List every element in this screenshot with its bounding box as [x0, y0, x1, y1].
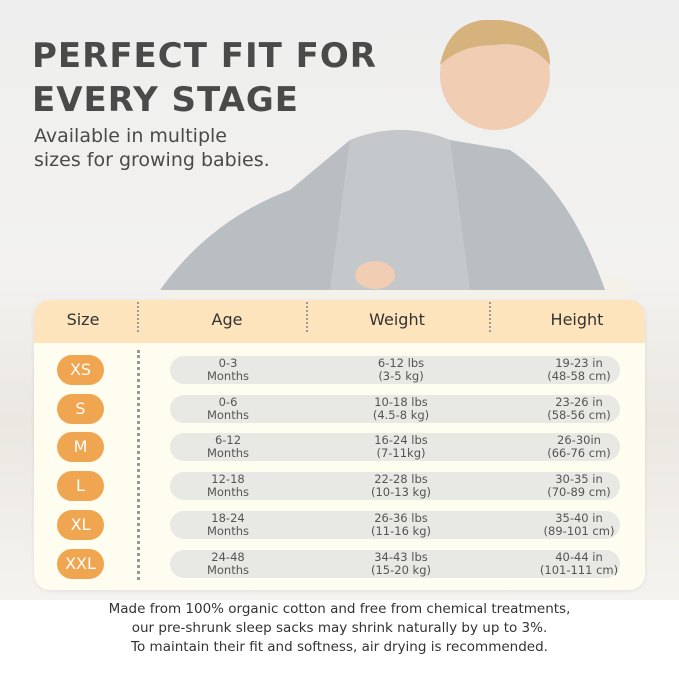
height-cell: 40-44 in (101-111 cm)	[539, 549, 619, 577]
height-cell: 30-35 in (70-89 cm)	[547, 473, 611, 499]
age-range: 0-3	[218, 356, 238, 370]
height-in: 40-44 in	[555, 549, 603, 564]
size-badge: XL	[57, 509, 104, 540]
height-in: 19-23 in	[555, 356, 603, 370]
size-badge: L	[57, 471, 104, 502]
row-pill	[170, 394, 620, 423]
divider	[306, 302, 308, 332]
age-unit: Months	[206, 369, 250, 383]
size-badge: XXL	[57, 548, 104, 579]
table-row: M 6-12 Months 16-24 lbs (7-11kg) 26-30in (6…	[34, 432, 645, 463]
weight-kg: (10-13 kg)	[370, 485, 432, 500]
headline: PERFECT FIT FOR EVERY STAGE	[32, 34, 377, 122]
age-unit: Months	[206, 485, 250, 500]
weight-cell: 34-43 lbs (15-20 kg)	[370, 549, 432, 577]
headline-line-2: EVERY STAGE	[32, 80, 300, 120]
age-cell: 12-18 Months	[207, 473, 249, 499]
table-row: S 0-6 Months 10-18 lbs (4.5-8 kg) 23-26 in…	[34, 393, 645, 424]
row-pill	[170, 433, 620, 462]
header-weight: Weight	[369, 310, 425, 329]
table-row: L 12-18 Months 22-28 lbs (10-13 kg) 30-35 …	[34, 471, 645, 502]
row-pill	[170, 510, 620, 539]
height-in: 26-30in	[557, 433, 601, 448]
age-unit: Months	[206, 407, 250, 422]
height-cm: (101-111 cm)	[539, 562, 619, 577]
age-range: 18-24	[211, 510, 245, 525]
subheadline-line-1: Available in multiple	[34, 125, 227, 147]
weight-cell: 26-36 lbs (11-16 kg)	[370, 510, 432, 538]
weight-cell: 22-28 lbs (10-13 kg)	[371, 473, 431, 499]
table-row: XXL 24-48 Months 34-43 lbs (15-20 kg) 40-4…	[34, 548, 645, 579]
weight-cell: 6-12 lbs (3-5 kg)	[378, 357, 424, 383]
age-range: 0-6	[218, 394, 238, 409]
header-height: Height	[550, 310, 604, 329]
age-range: 12-18	[211, 472, 245, 487]
age-cell: 0-3 Months	[207, 357, 249, 383]
weight-lbs: 6-12 lbs	[377, 356, 425, 370]
care-note: Made from 100% organic cotton and free f…	[0, 600, 679, 657]
age-cell: 24-48 Months	[206, 549, 250, 577]
row-pill	[170, 356, 620, 384]
height-cm: (89-101 cm)	[543, 523, 615, 538]
divider	[137, 302, 139, 332]
header-size: Size	[66, 310, 100, 329]
age-unit: Months	[206, 523, 250, 538]
size-badge: S	[57, 393, 104, 424]
size-badge: XS	[57, 355, 104, 385]
weight-lbs: 26-36 lbs	[374, 510, 428, 525]
header-age: Age	[211, 310, 243, 329]
height-cell: 35-40 in (89-101 cm)	[543, 510, 615, 538]
weight-lbs: 16-24 lbs	[374, 433, 428, 448]
height-in: 30-35 in	[555, 472, 603, 487]
weight-kg: (4.5-8 kg)	[372, 407, 430, 422]
height-cm: (66-76 cm)	[547, 446, 611, 461]
weight-kg: (3-5 kg)	[378, 369, 424, 383]
height-cell: 23-26 in (58-56 cm)	[547, 394, 611, 422]
table-row: XS 0-3 Months 6-12 lbs (3-5 kg) 19-23 in (4…	[34, 355, 645, 385]
baby-in-sleep-sack-image	[160, 20, 630, 310]
care-note-line: our pre-shrunk sleep sacks may shrink na…	[131, 620, 548, 636]
weight-lbs: 22-28 lbs	[374, 472, 428, 487]
row-pill	[170, 549, 620, 578]
age-range: 6-12	[214, 433, 242, 448]
height-cell: 19-23 in (48-58 cm)	[547, 357, 611, 383]
age-cell: 18-24 Months	[206, 510, 250, 538]
height-cm: (58-56 cm)	[547, 407, 611, 422]
weight-kg: (15-20 kg)	[370, 562, 432, 577]
height-in: 35-40 in	[555, 510, 603, 525]
subheadline: Available in multiple sizes for growing b…	[34, 124, 270, 172]
care-note-line: Made from 100% organic cotton and free f…	[108, 601, 571, 617]
weight-kg: (7-11kg)	[376, 446, 426, 461]
weight-lbs: 10-18 lbs	[374, 394, 428, 409]
subheadline-line-2: sizes for growing babies.	[34, 149, 270, 171]
divider	[489, 302, 491, 332]
size-chart-header: Size Age Weight Height	[34, 300, 645, 343]
age-cell: 6-12 Months	[207, 434, 249, 460]
age-range: 24-48	[211, 549, 245, 564]
weight-lbs: 34-43 lbs	[374, 549, 428, 564]
age-unit: Months	[206, 446, 250, 461]
age-unit: Months	[206, 562, 250, 577]
weight-cell: 16-24 lbs (7-11kg)	[374, 434, 428, 460]
size-chart: Size Age Weight Height XS 0-3 Months 6-12…	[34, 300, 645, 590]
height-cm: (70-89 cm)	[547, 485, 611, 500]
age-cell: 0-6 Months	[206, 394, 250, 422]
height-in: 23-26 in	[555, 394, 603, 409]
table-row: XL 18-24 Months 26-36 lbs (11-16 kg) 35-40…	[34, 509, 645, 540]
divider	[137, 350, 140, 580]
weight-cell: 10-18 lbs (4.5-8 kg)	[372, 394, 430, 422]
height-cell: 26-30in (66-76 cm)	[547, 434, 611, 460]
size-badge: M	[57, 432, 104, 463]
care-note-line: To maintain their fit and softness, air …	[131, 639, 548, 655]
height-cm: (48-58 cm)	[547, 369, 611, 383]
headline-line-1: PERFECT FIT FOR	[32, 36, 377, 76]
row-pill	[170, 472, 620, 501]
weight-kg: (11-16 kg)	[370, 523, 432, 538]
